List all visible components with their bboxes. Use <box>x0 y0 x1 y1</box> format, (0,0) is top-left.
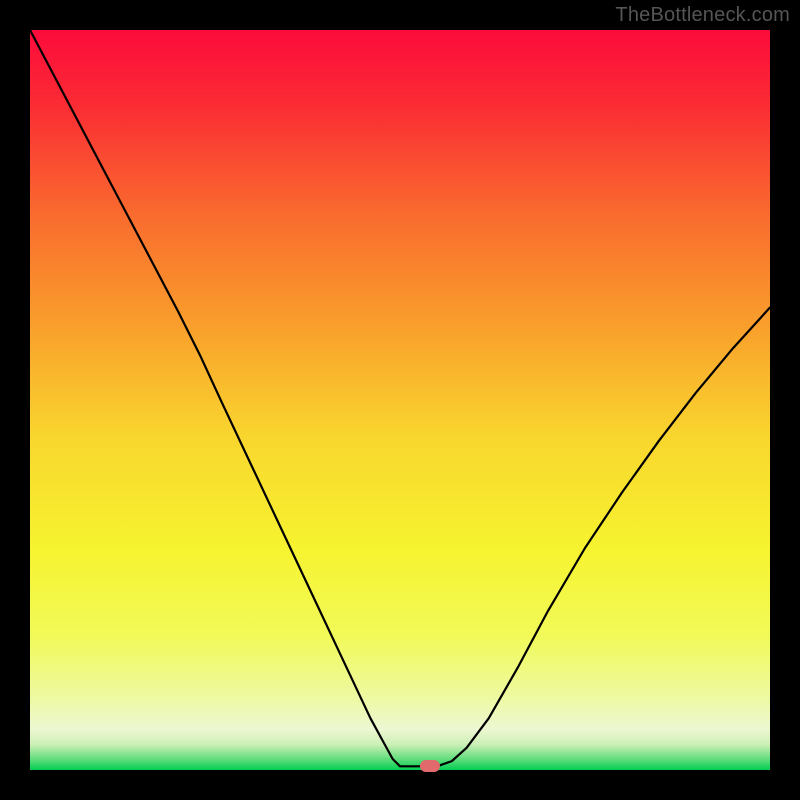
gradient-background <box>30 30 770 770</box>
chart-frame: TheBottleneck.com <box>0 0 800 800</box>
plot-area <box>30 30 770 770</box>
watermark-text: TheBottleneck.com <box>615 4 790 27</box>
plot-svg <box>30 30 770 770</box>
optimum-marker <box>420 760 440 772</box>
